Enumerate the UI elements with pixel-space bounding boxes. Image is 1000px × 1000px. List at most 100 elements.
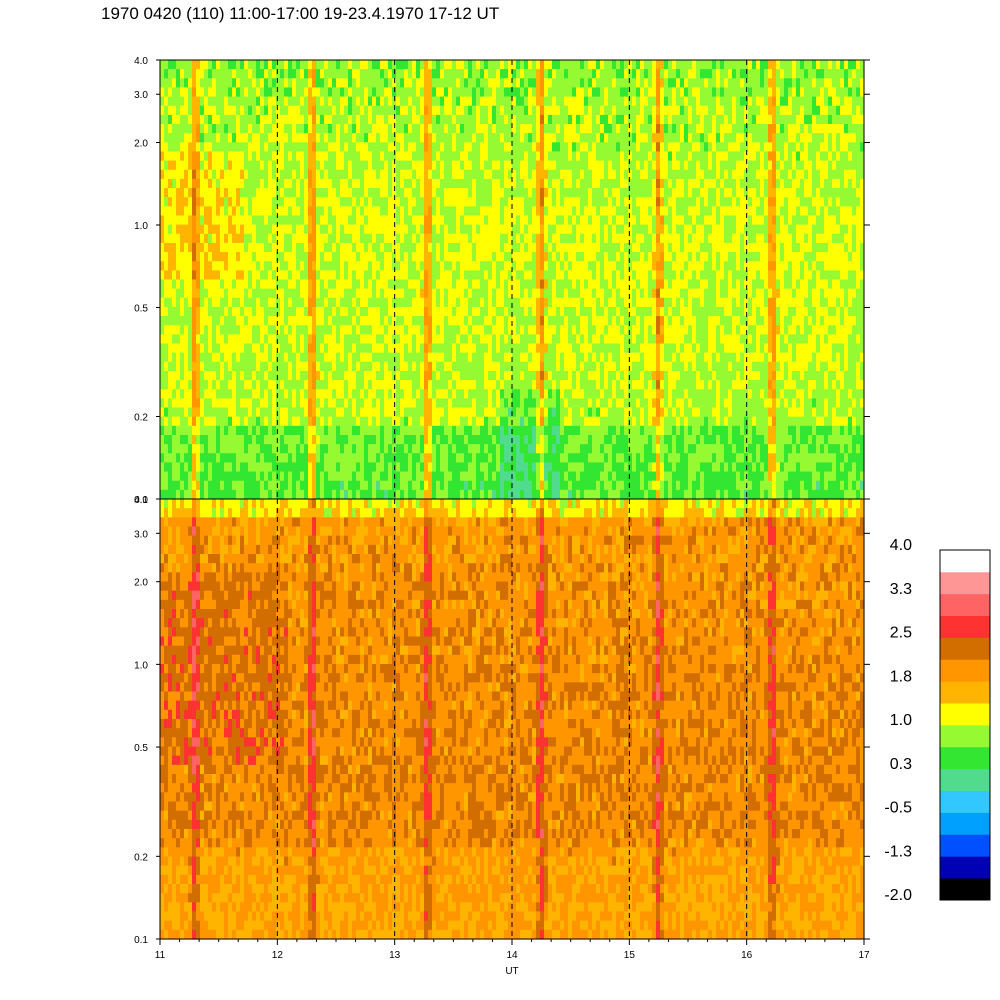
heatmap-cell [460, 142, 465, 153]
heatmap-cell [180, 114, 185, 125]
heatmap-cell [224, 188, 229, 198]
heatmap-cell [240, 87, 245, 98]
heatmap-cell [208, 242, 213, 253]
heatmap-cell [328, 60, 333, 70]
heatmap-cell [488, 462, 493, 473]
heatmap-cell [428, 252, 433, 262]
heatmap-cell [388, 389, 393, 399]
heatmap-cell [280, 215, 285, 226]
heatmap-cell [188, 343, 193, 354]
heatmap-cell [504, 361, 509, 372]
heatmap-cell [428, 325, 433, 335]
heatmap-cell [476, 380, 481, 390]
heatmap-cell [344, 87, 349, 98]
heatmap-cell [516, 444, 521, 454]
heatmap-cell [412, 361, 417, 372]
heatmap-cell [476, 215, 481, 226]
heatmap-cell [528, 69, 533, 79]
heatmap-cell [440, 142, 445, 153]
heatmap-cell [388, 325, 393, 335]
heatmap-cell [232, 188, 237, 198]
heatmap-cell [436, 325, 441, 335]
heatmap-cell [300, 297, 305, 308]
heatmap-cell [508, 297, 513, 308]
heatmap-cell [252, 370, 257, 381]
heatmap-cell [248, 233, 253, 244]
heatmap-cell [240, 471, 245, 482]
heatmap-cell [428, 169, 433, 180]
heatmap-cell [512, 288, 517, 299]
heatmap-cell [488, 343, 493, 354]
heatmap-cell [384, 142, 389, 153]
heatmap-cell [480, 352, 485, 363]
heatmap-cell [468, 480, 473, 491]
heatmap-cell [432, 297, 437, 308]
heatmap-cell [268, 462, 273, 473]
heatmap-cell [404, 370, 409, 381]
heatmap-cell [200, 444, 205, 454]
heatmap-cell [488, 325, 493, 335]
heatmap-cell [284, 297, 289, 308]
heatmap-cell [412, 188, 417, 198]
heatmap-cell [260, 96, 265, 107]
heatmap-cell [244, 114, 249, 125]
heatmap-cell [296, 288, 301, 299]
heatmap-cell [512, 188, 517, 198]
heatmap-cell [420, 380, 425, 390]
heatmap-cell [388, 160, 393, 171]
heatmap-cell [256, 434, 261, 445]
heatmap-cell [528, 297, 533, 308]
heatmap-cell [480, 434, 485, 445]
heatmap-cell [200, 279, 205, 290]
heatmap-cell [524, 288, 529, 299]
heatmap-cell [280, 233, 285, 244]
heatmap-cell [312, 361, 317, 372]
heatmap-cell [180, 425, 185, 436]
heatmap-cell [504, 407, 509, 418]
heatmap-cell [360, 142, 365, 153]
heatmap-cell [320, 169, 325, 180]
heatmap-cell [320, 398, 325, 409]
heatmap-cell [316, 453, 321, 464]
heatmap-cell [548, 288, 553, 299]
heatmap-cell [556, 444, 561, 454]
heatmap-cell [440, 316, 445, 326]
heatmap-cell [568, 343, 573, 354]
heatmap-cell [444, 389, 449, 399]
heatmap-cell [176, 151, 181, 162]
heatmap-cell [552, 261, 557, 271]
heatmap-cell [460, 114, 465, 125]
heatmap-cell [556, 60, 561, 70]
heatmap-cell [544, 453, 549, 464]
heatmap-cell [292, 352, 297, 363]
heatmap-cell [248, 197, 253, 207]
heatmap-cell [200, 416, 205, 427]
heatmap-cell [172, 124, 177, 134]
heatmap-cell [448, 489, 453, 500]
heatmap-cell [248, 69, 253, 79]
heatmap-cell [384, 114, 389, 125]
heatmap-cell [512, 325, 517, 335]
heatmap-cell [500, 160, 505, 171]
heatmap-cell [428, 462, 433, 473]
heatmap-cell [280, 489, 285, 500]
heatmap-cell [432, 114, 437, 125]
heatmap-cell [372, 60, 377, 70]
heatmap-cell [452, 297, 457, 308]
heatmap-cell [540, 270, 545, 281]
heatmap-cell [336, 169, 341, 180]
heatmap-cell [236, 297, 241, 308]
heatmap-cell [560, 242, 565, 253]
heatmap-cell [428, 142, 433, 153]
heatmap-cell [436, 261, 441, 271]
heatmap-cell [508, 69, 513, 79]
heatmap-cell [492, 69, 497, 79]
heatmap-cell [244, 96, 249, 107]
heatmap-cell [280, 114, 285, 125]
heatmap-cell [176, 343, 181, 354]
heatmap-cell [476, 169, 481, 180]
heatmap-cell [440, 471, 445, 482]
heatmap-cell [424, 178, 429, 189]
heatmap-cell [292, 242, 297, 253]
heatmap-cell [308, 215, 313, 226]
